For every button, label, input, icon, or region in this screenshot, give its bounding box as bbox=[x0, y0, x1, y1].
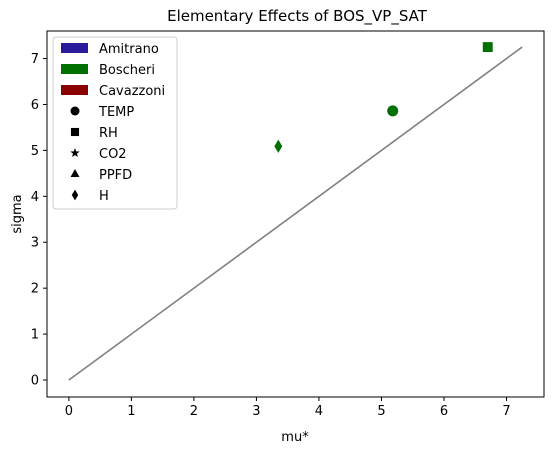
y-axis: 0 1 2 3 4 5 6 7 bbox=[31, 52, 47, 389]
legend-label: PPFD bbox=[99, 168, 132, 183]
chart-title: Elementary Effects of BOS_VP_SAT bbox=[167, 7, 428, 26]
y-tick-label: 1 bbox=[31, 328, 39, 343]
data-point-h bbox=[274, 139, 283, 153]
data-point-rh bbox=[482, 42, 493, 53]
legend-label: H bbox=[99, 189, 109, 204]
y-tick-label: 7 bbox=[31, 52, 39, 67]
plot-area bbox=[68, 42, 523, 381]
legend-swatch-amitrano bbox=[61, 43, 88, 53]
x-tick-label: 6 bbox=[440, 404, 448, 419]
x-tick-label: 3 bbox=[252, 404, 260, 419]
legend: Amitrano Boscheri Cavazzoni TEMP RH CO2 PPFD H bbox=[52, 36, 178, 210]
y-tick-label: 2 bbox=[31, 282, 39, 297]
x-axis: 0 1 2 3 4 5 6 7 bbox=[65, 397, 511, 419]
legend-marker-rh bbox=[70, 127, 80, 137]
x-tick-label: 4 bbox=[315, 404, 323, 419]
legend-label: RH bbox=[99, 126, 118, 141]
legend-label: Boscheri bbox=[99, 63, 155, 78]
legend-marker-co2 bbox=[70, 148, 80, 157]
y-axis-label: sigma bbox=[10, 194, 25, 233]
x-axis-label: mu* bbox=[281, 430, 309, 445]
legend-label: CO2 bbox=[99, 147, 127, 162]
x-tick-label: 0 bbox=[65, 404, 73, 419]
legend-marker-h bbox=[71, 189, 79, 201]
x-tick-label: 5 bbox=[377, 404, 385, 419]
y-tick-label: 4 bbox=[31, 190, 39, 205]
legend-label: Amitrano bbox=[99, 42, 159, 57]
y-tick-label: 6 bbox=[31, 98, 39, 113]
legend-swatch-boscheri bbox=[61, 64, 88, 74]
legend-marker-ppfd bbox=[70, 169, 80, 177]
plot-frame bbox=[46, 30, 545, 398]
x-tick-label: 1 bbox=[127, 404, 135, 419]
x-tick-label: 7 bbox=[502, 404, 510, 419]
data-point-temp bbox=[387, 105, 399, 117]
y-tick-label: 0 bbox=[31, 374, 39, 389]
reference-line bbox=[68, 46, 523, 381]
legend-swatch-cavazzoni bbox=[61, 85, 88, 95]
legend-box bbox=[52, 36, 178, 210]
legend-label: Cavazzoni bbox=[99, 84, 165, 99]
y-tick-label: 5 bbox=[31, 144, 39, 159]
legend-label: TEMP bbox=[98, 105, 134, 120]
x-tick-label: 2 bbox=[190, 404, 198, 419]
y-tick-label: 3 bbox=[31, 236, 39, 251]
legend-marker-temp bbox=[70, 106, 80, 116]
